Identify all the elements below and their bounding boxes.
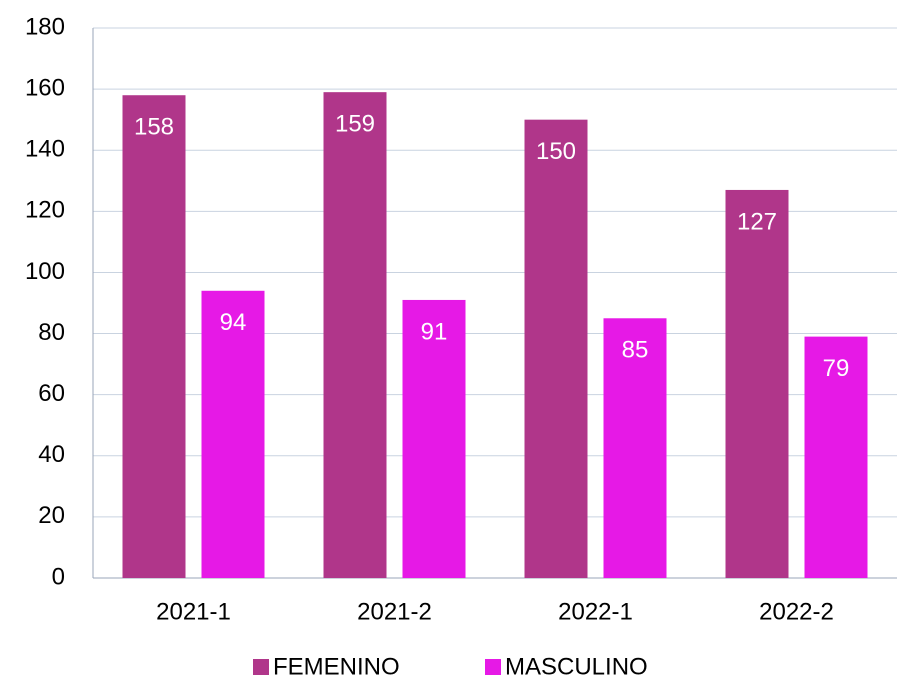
bar	[524, 119, 588, 579]
legend-swatch	[253, 659, 269, 675]
y-tick-label: 40	[38, 441, 65, 468]
data-label: 127	[737, 208, 777, 235]
y-tick-label: 0	[52, 563, 65, 590]
x-tick-label: 2021-2	[357, 598, 432, 625]
legend-label: FEMENINO	[273, 653, 400, 680]
bar	[122, 95, 186, 578]
x-tick-label: 2022-1	[558, 598, 633, 625]
bar	[804, 336, 868, 578]
data-label: 150	[536, 138, 576, 165]
data-label: 79	[823, 355, 850, 382]
data-label: 85	[622, 337, 649, 364]
data-label: 94	[220, 309, 247, 336]
bar	[603, 318, 667, 578]
y-tick-label: 140	[25, 136, 65, 163]
bar	[323, 92, 387, 579]
x-tick-label: 2021-1	[156, 598, 231, 625]
y-tick-label: 120	[25, 197, 65, 224]
y-tick-label: 60	[38, 380, 65, 407]
bar	[402, 299, 466, 578]
data-label: 91	[421, 318, 448, 345]
y-tick-label: 80	[38, 319, 65, 346]
bar	[201, 290, 265, 578]
data-label: 158	[134, 114, 174, 141]
y-tick-label: 180	[25, 13, 65, 40]
y-tick-label: 100	[25, 258, 65, 285]
y-tick-label: 20	[38, 502, 65, 529]
x-tick-label: 2022-2	[759, 598, 834, 625]
y-tick-label: 160	[25, 74, 65, 101]
data-label: 159	[335, 111, 375, 138]
legend-label: MASCULINO	[505, 653, 648, 680]
legend-swatch	[485, 659, 501, 675]
bar	[725, 189, 789, 578]
